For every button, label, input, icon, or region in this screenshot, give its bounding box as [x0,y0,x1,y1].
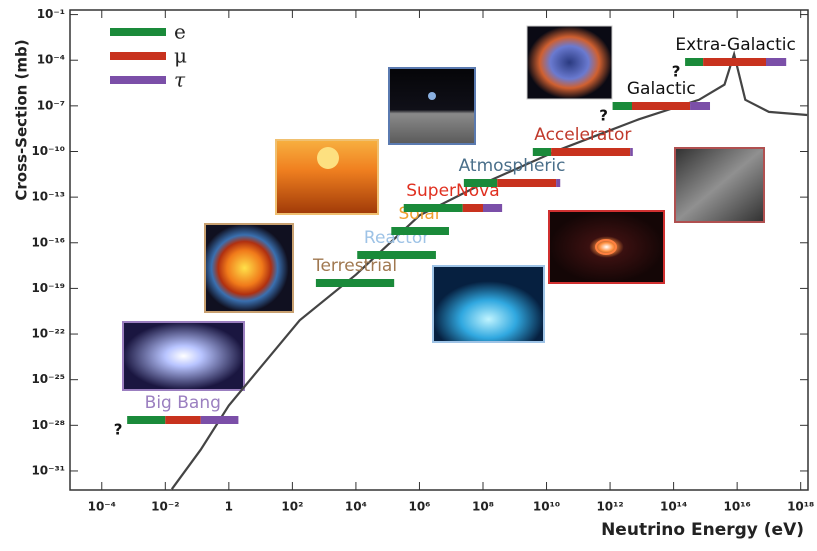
flux-range-segment [766,58,787,66]
y-tick-label: 10⁻⁴ [37,53,65,67]
x-tick-label: 10¹⁴ [660,500,687,514]
flux-range-segment [690,102,711,110]
source-label: Atmospheric [459,156,566,176]
flux-range-segment [703,58,767,66]
legend-label: e [174,20,186,44]
y-tick-label: 10⁻¹⁰ [31,144,65,158]
x-tick-label: 10⁴ [345,500,367,514]
space-image [674,147,765,223]
flux-range-segment [685,58,704,66]
y-tick-label: 10⁻⁷ [37,98,65,112]
source-label: Accelerator [534,125,631,145]
source-note: ? [599,107,608,125]
x-tick-label: 1 [225,500,233,514]
flux-range-segment [463,179,498,187]
flux-range-segment [315,279,395,287]
flux-range-segment [200,416,239,424]
flux-range-segment [357,251,436,259]
legend-swatch [110,76,166,84]
x-tick-label: 10⁶ [408,500,430,514]
plot-frame [69,9,809,491]
flux-range-segment [497,179,557,187]
big-bang-image [122,321,245,391]
reactor-image [432,265,545,343]
x-tick-label: 10¹⁶ [724,500,751,514]
source-label: Big Bang [145,393,221,413]
flux-range-segment [556,179,561,187]
x-tick-label: 10⁻⁴ [88,500,116,514]
y-tick-label: 10⁻²⁵ [31,372,65,386]
x-tick-label: 10² [281,500,303,514]
source-label: Extra-Galactic [675,35,795,55]
source-label: Galactic [627,79,696,99]
flux-range-segment [532,148,552,156]
supernova-image [548,210,665,284]
y-tick-label: 10⁻³¹ [31,463,65,477]
legend-swatch [110,52,166,60]
earthrise-image [388,67,476,145]
x-tick-label: 10¹⁸ [787,500,814,514]
x-tick-label: 10¹² [596,500,623,514]
sun [317,147,339,169]
y-tick-label: 10⁻¹ [37,7,65,21]
y-tick-label: 10⁻¹⁹ [31,281,65,295]
flux-range-segment [612,102,632,110]
flux-range-segment [630,148,633,156]
legend-label: μ [174,44,187,68]
flux-range-segment [127,416,166,424]
earth [428,92,436,100]
nebula-image [526,25,613,100]
flux-range-segment [631,102,691,110]
flux-range-segment [403,204,463,212]
flux-range-segment [551,148,631,156]
source-note: ? [114,421,123,439]
photos [122,25,765,391]
source-note: ? [672,63,681,81]
flux-range-segment [462,204,483,212]
sn-ring [595,239,617,255]
x-tick-label: 10¹⁰ [533,500,560,514]
y-tick-label: 10⁻²² [31,327,65,341]
earth-core-image [204,223,294,313]
legend-swatch [110,28,166,36]
x-tick-label: 10⁸ [472,500,494,514]
x-tick-label: 10⁻² [151,500,179,514]
legend-label: τ [174,68,186,92]
y-axis-title: Cross-Section (mb) [13,39,31,200]
y-tick-label: 10⁻²⁸ [31,418,65,432]
y-tick-label: 10⁻¹³ [31,190,65,204]
y-tick-label: 10⁻¹⁶ [31,235,65,249]
source-label: Terrestrial [312,256,397,276]
flux-range-segment [391,227,449,235]
x-axis-title: Neutrino Energy (eV) [601,520,804,540]
flux-range-segment [482,204,503,212]
flux-range-segment [165,416,201,424]
